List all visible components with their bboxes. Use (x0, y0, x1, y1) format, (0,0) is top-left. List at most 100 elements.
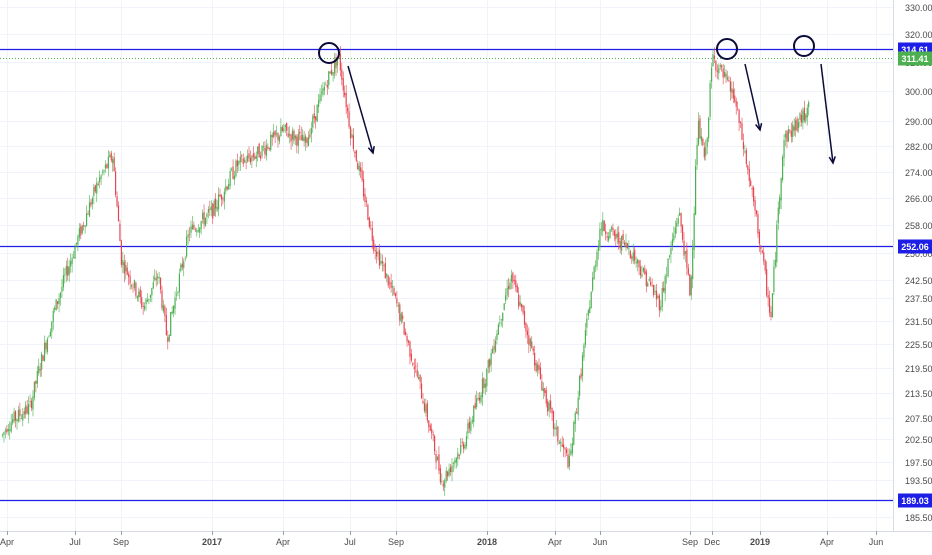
candle-body (36, 371, 38, 384)
candle-body (457, 452, 459, 460)
candle-body (684, 251, 687, 254)
candle-body (797, 122, 800, 129)
candle-body (297, 133, 299, 146)
candle-body (803, 107, 805, 121)
candle-body (183, 261, 185, 268)
candle-body (590, 291, 592, 309)
peak-highlight-circle[interactable] (793, 35, 815, 57)
candle-body (181, 263, 183, 268)
candle-body (629, 251, 631, 258)
candle-body (571, 443, 573, 454)
candle-body (589, 307, 591, 314)
candle-body (760, 245, 762, 250)
candle-body (468, 421, 470, 429)
price-tick-label: 266.00 (905, 194, 932, 204)
candle-body (249, 157, 252, 163)
candle-body (623, 242, 626, 245)
candle-body (422, 401, 424, 404)
candle-body (393, 288, 395, 295)
price-tick-label: 202.50 (905, 435, 932, 445)
candle-body (289, 134, 291, 136)
candle-body (348, 111, 350, 127)
candle-body (136, 296, 138, 299)
candle-body (500, 319, 502, 321)
candle-body (706, 138, 708, 147)
down-arrow-shaft[interactable] (347, 65, 374, 154)
candle-body (632, 252, 634, 262)
candle-body (45, 342, 47, 350)
candle-body (146, 299, 149, 302)
down-arrow-shaft[interactable] (820, 63, 834, 164)
peak-highlight-circle[interactable] (318, 42, 340, 64)
candle-body (130, 284, 133, 287)
candle-body (268, 147, 270, 149)
candle-body (645, 271, 647, 287)
candle-body (77, 236, 79, 245)
candle-body (242, 158, 244, 165)
candle-body (93, 187, 95, 196)
candle-body (728, 80, 730, 82)
candle-body (464, 445, 466, 449)
candle-body (322, 88, 324, 95)
candle-body (568, 455, 571, 467)
candle-body (387, 275, 389, 286)
candle-body (403, 322, 405, 335)
candle-body (558, 442, 560, 444)
level-price-tag (898, 239, 932, 254)
peak-highlight-circle[interactable] (716, 38, 738, 60)
candle-body (287, 132, 289, 137)
candle-body (529, 338, 531, 347)
candle-body (239, 156, 241, 163)
level-price-text: 252.06 (901, 242, 929, 252)
candle-body (471, 420, 473, 422)
candle-body (625, 242, 627, 248)
candle-body (310, 127, 312, 135)
candle-body (670, 248, 672, 255)
time-axis[interactable]: Apr Jul Sep 2017 Apr Jul Sep 2018 Apr Jun Sep Dec 20… (0, 531, 883, 547)
candle-body (374, 250, 376, 252)
candle-body (600, 228, 602, 230)
candle-body (528, 335, 530, 345)
candle-body (637, 259, 639, 264)
candle-body (776, 224, 778, 263)
candle-body (46, 338, 49, 352)
candle-body (573, 422, 575, 445)
candle-body (618, 232, 620, 243)
candle-body (489, 359, 491, 367)
candle-body (703, 147, 705, 158)
candle-body (474, 403, 476, 409)
candle-body (220, 194, 223, 200)
candle-body (606, 236, 608, 238)
candle-body (666, 275, 668, 277)
price-tick-label: 242.50 (905, 276, 932, 286)
level-price-text: 311.41 (901, 54, 928, 64)
candle-body (291, 130, 294, 140)
candle-body (206, 213, 208, 217)
candle-body (567, 454, 569, 468)
candle-body (75, 242, 78, 245)
candle-body (667, 258, 669, 277)
candle-body (580, 373, 582, 378)
candle-body (789, 130, 791, 132)
time-tick-label: Jun (869, 537, 884, 547)
candle-body (43, 342, 46, 361)
candle-body (423, 403, 426, 411)
candle-body (702, 138, 704, 146)
candle-body (757, 214, 759, 234)
candle-body (96, 182, 98, 194)
candle-body (413, 366, 415, 370)
candle-body (254, 156, 256, 159)
candle-body (519, 302, 521, 306)
candle-body (415, 366, 417, 368)
candle-body (748, 168, 750, 181)
candle-body (101, 172, 104, 174)
candle-body (139, 289, 141, 298)
candle-body (294, 135, 296, 139)
candle-body (451, 465, 453, 473)
down-arrow-shaft[interactable] (744, 63, 761, 131)
candle-body (639, 266, 642, 276)
candle-body (502, 312, 504, 321)
candle-body (671, 239, 673, 247)
price-axis[interactable]: 330.00320.00310.00300.00290.00282.00274.… (905, 3, 932, 523)
